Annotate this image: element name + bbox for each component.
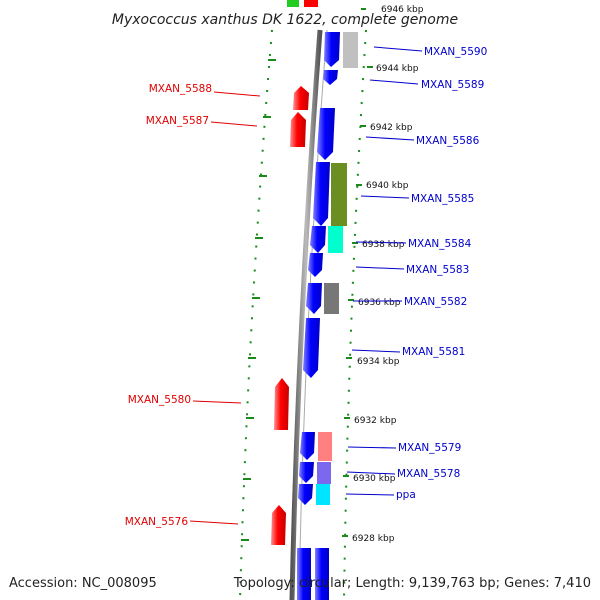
gene-label-MXAN_5590[interactable]: MXAN_5590 [424, 46, 487, 58]
gene-MXAN_5587[interactable] [290, 112, 306, 147]
leader-line [369, 79, 419, 85]
cog-block-MXAN_5590 [343, 32, 358, 68]
axis-tick-label: 6946 kbp [381, 5, 424, 15]
cog-block-MXAN_5579 [318, 432, 332, 461]
gene-label-MXAN_5579[interactable]: MXAN_5579 [398, 442, 461, 454]
gene-MXAN_5585[interactable] [313, 162, 330, 226]
leader-line [360, 195, 410, 199]
gene-label-MXAN_5587[interactable]: MXAN_5587 [146, 115, 209, 127]
gene-label-MXAN_5583[interactable]: MXAN_5583 [406, 264, 469, 276]
axis-tick-label: 6942 kbp [370, 123, 413, 133]
gene-ppa[interactable] [298, 484, 313, 505]
cog-block-MXAN_5582 [324, 283, 339, 314]
axis-tick-label: 6930 kbp [353, 474, 396, 484]
gene-label-MXAN_5586[interactable]: MXAN_5586 [416, 135, 480, 147]
gene-label-MXAN_5580[interactable]: MXAN_5580 [128, 394, 191, 406]
gene-MXAN_5582[interactable] [306, 283, 322, 314]
gene-MXAN_5583[interactable] [308, 253, 323, 277]
axis-tick-label: 6940 kbp [366, 181, 409, 191]
leader-line [347, 446, 397, 449]
leader-line [192, 400, 242, 404]
gene-label-ppa[interactable]: ppa [396, 489, 416, 501]
axis-tick-label: 6928 kbp [352, 534, 395, 544]
genome-backbone [289, 29, 323, 600]
gene-label-MXAN_5581[interactable]: MXAN_5581 [402, 346, 465, 358]
leader-line [210, 121, 258, 127]
leader-line [351, 349, 401, 353]
leader-line [345, 493, 395, 496]
gene-MXAN_5581[interactable] [303, 318, 320, 378]
gene-MXAN_5584[interactable] [310, 226, 326, 253]
cog-block-MXAN_5585 [331, 163, 347, 226]
gene-label-MXAN_5578[interactable]: MXAN_5578 [397, 468, 460, 480]
leader-line [355, 241, 407, 244]
cog-block-MXAN_5578 [317, 462, 331, 484]
position-axis: 6946 kbp 6944 kbp 6942 kbp 6940 kbp 6938… [342, 5, 424, 544]
gene-MXAN_5588[interactable] [293, 86, 309, 110]
reverse-strand-genes [297, 32, 340, 600]
forward-gene-labels: MXAN_5588 MXAN_5587 MXAN_5580 MXAN_5576 [125, 83, 261, 528]
leader-line [365, 136, 415, 141]
page-title: Myxococcus xanthus DK 1622, complete gen… [112, 12, 458, 28]
accession-text: Accession: NC_008095 [9, 576, 157, 591]
gene-partial-blue-right [315, 548, 329, 600]
cog-block-MXAN_5584 [328, 226, 343, 253]
leader-line [346, 471, 396, 475]
leader-line [213, 91, 261, 97]
outer-left-guide-arc [239, 29, 273, 600]
gene-label-MXAN_5582[interactable]: MXAN_5582 [404, 296, 467, 308]
axis-tick-label: 6936 kbp [358, 298, 401, 308]
cog-category-track [316, 32, 358, 505]
inner-right-guide-arc [343, 29, 367, 600]
gene-label-MXAN_5584[interactable]: MXAN_5584 [408, 238, 472, 250]
axis-tick-label: 6944 kbp [376, 64, 419, 74]
gene-label-MXAN_5576[interactable]: MXAN_5576 [125, 516, 189, 528]
forward-strand-genes [271, 86, 309, 545]
gene-MXAN_5576[interactable] [271, 505, 286, 545]
leader-line [355, 266, 405, 270]
gene-MXAN_5589[interactable] [323, 70, 338, 85]
gene-partial-blue-left [297, 548, 311, 600]
gene-label-MXAN_5588[interactable]: MXAN_5588 [149, 83, 212, 95]
guide-arcs [239, 29, 367, 600]
gene-label-MXAN_5589[interactable]: MXAN_5589 [421, 79, 484, 91]
gene-MXAN_5590[interactable] [324, 32, 340, 67]
leader-line [373, 46, 423, 52]
gene-partial-red [304, 0, 318, 7]
axis-tick-label: 6932 kbp [354, 416, 397, 426]
gene-MXAN_5586[interactable] [317, 108, 335, 160]
genome-summary-text: Topology: circular; Length: 9,139,763 bp… [233, 576, 591, 591]
leader-line [189, 520, 239, 525]
reverse-gene-labels: MXAN_5590 MXAN_5589 MXAN_5586 MXAN_5585 … [345, 46, 487, 501]
gene-label-MXAN_5585[interactable]: MXAN_5585 [411, 193, 474, 205]
gene-MXAN_5578[interactable] [299, 462, 314, 483]
axis-tick-label: 6934 kbp [357, 357, 400, 367]
cog-block-ppa [316, 484, 330, 505]
gene-partial-green [287, 0, 299, 7]
gene-MXAN_5579[interactable] [300, 432, 315, 460]
axis-tick-label: 6938 kbp [362, 240, 405, 250]
gene-MXAN_5580[interactable] [274, 378, 289, 430]
